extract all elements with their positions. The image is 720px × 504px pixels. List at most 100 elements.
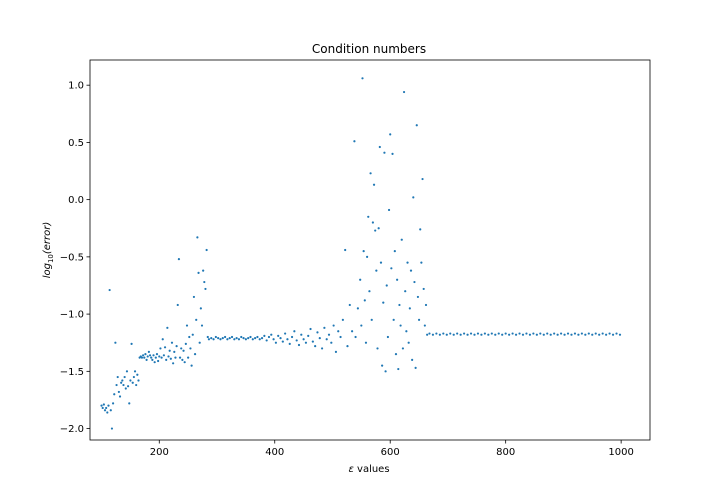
data-point: [323, 326, 326, 329]
data-point: [254, 337, 257, 340]
data-point: [105, 406, 108, 410]
data-point: [169, 357, 172, 360]
data-point: [100, 404, 103, 407]
data-point: [311, 340, 314, 343]
data-point: [601, 332, 604, 335]
data-point: [247, 337, 250, 340]
data-point: [182, 349, 185, 352]
data-point: [417, 318, 421, 321]
data-point: [148, 354, 152, 357]
data-point: [327, 333, 331, 336]
data-point: [449, 332, 452, 335]
data-point: [214, 335, 217, 339]
data-point: [556, 333, 559, 336]
data-point: [193, 353, 197, 356]
data-point: [501, 333, 504, 336]
data-point: [363, 299, 366, 302]
data-point: [618, 333, 622, 336]
data-point: [177, 258, 181, 261]
data-point: [442, 332, 445, 335]
data-point: [452, 333, 455, 336]
data-point: [154, 356, 157, 359]
data-point: [117, 390, 120, 394]
data-point: [219, 338, 222, 341]
data-point: [114, 341, 117, 344]
data-point: [339, 335, 342, 339]
data-point: [142, 354, 145, 357]
data-point: [185, 324, 189, 327]
data-point: [116, 375, 119, 379]
data-point: [178, 356, 182, 359]
data-point: [286, 338, 289, 341]
data-point: [180, 347, 183, 350]
data-point: [107, 404, 110, 407]
data-point: [563, 333, 566, 336]
y-axis-label: log10(error): [42, 222, 55, 279]
data-point: [559, 332, 563, 335]
data-point: [381, 364, 384, 367]
data-point: [408, 307, 411, 310]
data-point: [466, 333, 469, 336]
data-point: [160, 356, 163, 359]
data-point: [189, 347, 192, 350]
data-point: [532, 332, 535, 335]
data-point: [230, 335, 234, 339]
data-point: [192, 295, 196, 299]
data-point: [511, 332, 514, 335]
y-tick-label: 0.5: [68, 138, 84, 149]
data-point: [414, 366, 417, 369]
data-point: [295, 339, 298, 342]
data-point: [399, 324, 402, 327]
data-point: [147, 350, 150, 353]
data-point: [402, 90, 406, 94]
data-point: [150, 356, 153, 359]
data-point: [145, 358, 148, 361]
data-point: [413, 280, 416, 284]
data-point: [102, 403, 105, 406]
y-axis-label-log: log: [42, 263, 53, 278]
data-point: [166, 326, 169, 329]
data-point: [159, 347, 162, 350]
data-point: [127, 385, 130, 388]
data-point: [375, 269, 378, 272]
data-point: [535, 333, 538, 336]
data-point: [233, 338, 236, 341]
data-point: [297, 343, 301, 347]
data-point: [577, 333, 580, 336]
data-point: [371, 221, 374, 224]
data-point: [362, 250, 365, 253]
data-point: [162, 354, 165, 357]
data-point: [391, 152, 394, 155]
data-point: [393, 250, 396, 253]
data-point: [341, 318, 344, 321]
data-point: [332, 324, 335, 327]
data-point: [316, 331, 319, 334]
data-point: [405, 330, 408, 333]
data-point: [407, 341, 410, 344]
data-point: [542, 333, 545, 336]
data-point: [580, 332, 583, 335]
data-point: [113, 393, 116, 396]
data-point: [615, 332, 618, 335]
data-point: [428, 332, 431, 335]
data-point: [369, 172, 372, 175]
data-point: [202, 269, 205, 272]
data-point: [376, 347, 379, 350]
data-point: [422, 287, 425, 291]
data-point: [397, 367, 400, 371]
data-point: [195, 318, 198, 321]
data-point: [155, 353, 159, 356]
data-point: [598, 333, 601, 336]
data-points: [100, 77, 622, 430]
data-point: [356, 307, 359, 310]
data-point: [244, 338, 247, 341]
data-point: [360, 324, 363, 327]
data-point: [504, 332, 507, 335]
data-point: [249, 335, 252, 339]
data-point: [594, 332, 597, 335]
x-tick-label: 800: [496, 447, 515, 458]
data-point: [191, 333, 194, 336]
data-point: [172, 362, 175, 365]
data-point: [424, 303, 428, 307]
data-point: [197, 271, 200, 274]
